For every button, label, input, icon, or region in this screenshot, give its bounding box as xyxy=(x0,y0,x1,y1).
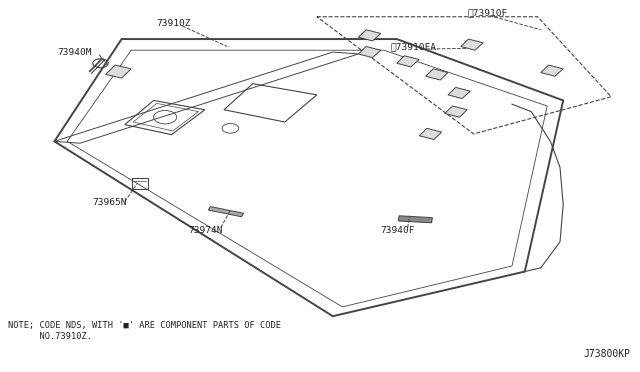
Polygon shape xyxy=(448,87,470,99)
FancyArrow shape xyxy=(398,216,433,223)
Polygon shape xyxy=(426,69,448,80)
Text: ※73910F: ※73910F xyxy=(467,9,508,17)
FancyArrow shape xyxy=(208,206,244,217)
Text: 73974N: 73974N xyxy=(189,226,223,235)
Polygon shape xyxy=(419,128,442,140)
Text: NOTE; CODE NDS, WITH '■' ARE COMPONENT PARTS OF CODE: NOTE; CODE NDS, WITH '■' ARE COMPONENT P… xyxy=(8,321,281,330)
Bar xyxy=(132,178,148,189)
Text: 73910Z: 73910Z xyxy=(157,19,191,28)
Polygon shape xyxy=(358,30,381,41)
Polygon shape xyxy=(106,65,131,78)
Text: NO.73910Z.: NO.73910Z. xyxy=(8,332,92,341)
Text: 73940M: 73940M xyxy=(58,48,92,57)
Polygon shape xyxy=(461,39,483,50)
Polygon shape xyxy=(445,106,467,117)
Text: 73940F: 73940F xyxy=(381,226,415,235)
Text: 73965N: 73965N xyxy=(93,198,127,207)
Polygon shape xyxy=(541,65,563,76)
Text: J73800KP: J73800KP xyxy=(584,349,630,359)
Polygon shape xyxy=(397,56,419,67)
Polygon shape xyxy=(358,46,381,58)
Text: ※73910FA: ※73910FA xyxy=(390,42,436,51)
